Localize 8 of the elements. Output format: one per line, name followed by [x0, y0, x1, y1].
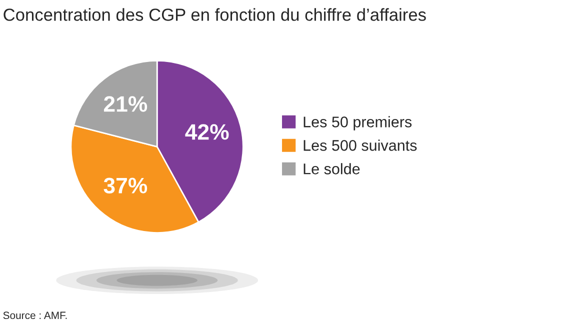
legend-label: Les 50 premiers	[304, 116, 412, 130]
source-note: Source : AMF.	[3, 312, 67, 320]
data-label: 37%	[104, 178, 148, 194]
legend-label: Les 500 suivants	[304, 140, 417, 151]
data-label: 21%	[104, 96, 148, 112]
chart-title: Concentration des CGP en fonction du chiffre d’affaires	[4, 8, 426, 21]
data-label: 42%	[185, 124, 229, 140]
legend-label: Le solde	[304, 163, 360, 174]
